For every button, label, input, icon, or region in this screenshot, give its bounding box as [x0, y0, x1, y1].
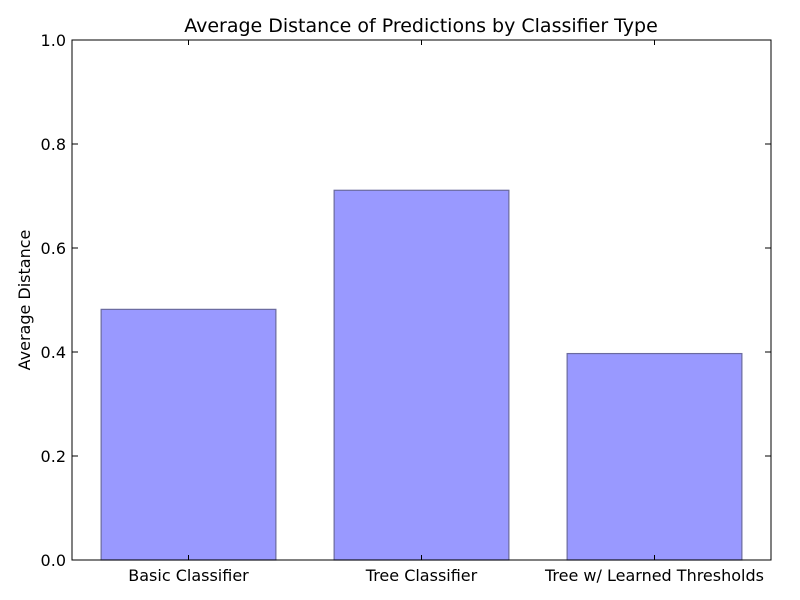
bar-0 [100, 308, 277, 561]
y-tick-label-5: 1.0 [41, 31, 66, 50]
chart-title: Average Distance of Predictions by Class… [184, 15, 658, 37]
y-tick-label-4: 0.8 [41, 135, 66, 154]
bar-2 [566, 352, 743, 561]
bar-1 [333, 189, 510, 561]
x-tick-label-1: Tree Classifier [365, 566, 478, 585]
y-tick-label-1: 0.2 [41, 447, 66, 466]
x-tick-label-2: Tree w/ Learned Thresholds [544, 566, 764, 585]
plot-frame [71, 39, 772, 561]
y-axis-label: Average Distance [15, 230, 34, 371]
y-tick-label-3: 0.6 [41, 239, 66, 258]
y-tick-label-2: 0.4 [41, 343, 66, 362]
y-tick-label-0: 0.0 [41, 551, 66, 570]
tick-labels-group: Basic Classifier Tree Classifier Tree w/ L… [41, 31, 764, 585]
bars-group [100, 189, 743, 561]
x-tick-label-0: Basic Classifier [128, 566, 249, 585]
